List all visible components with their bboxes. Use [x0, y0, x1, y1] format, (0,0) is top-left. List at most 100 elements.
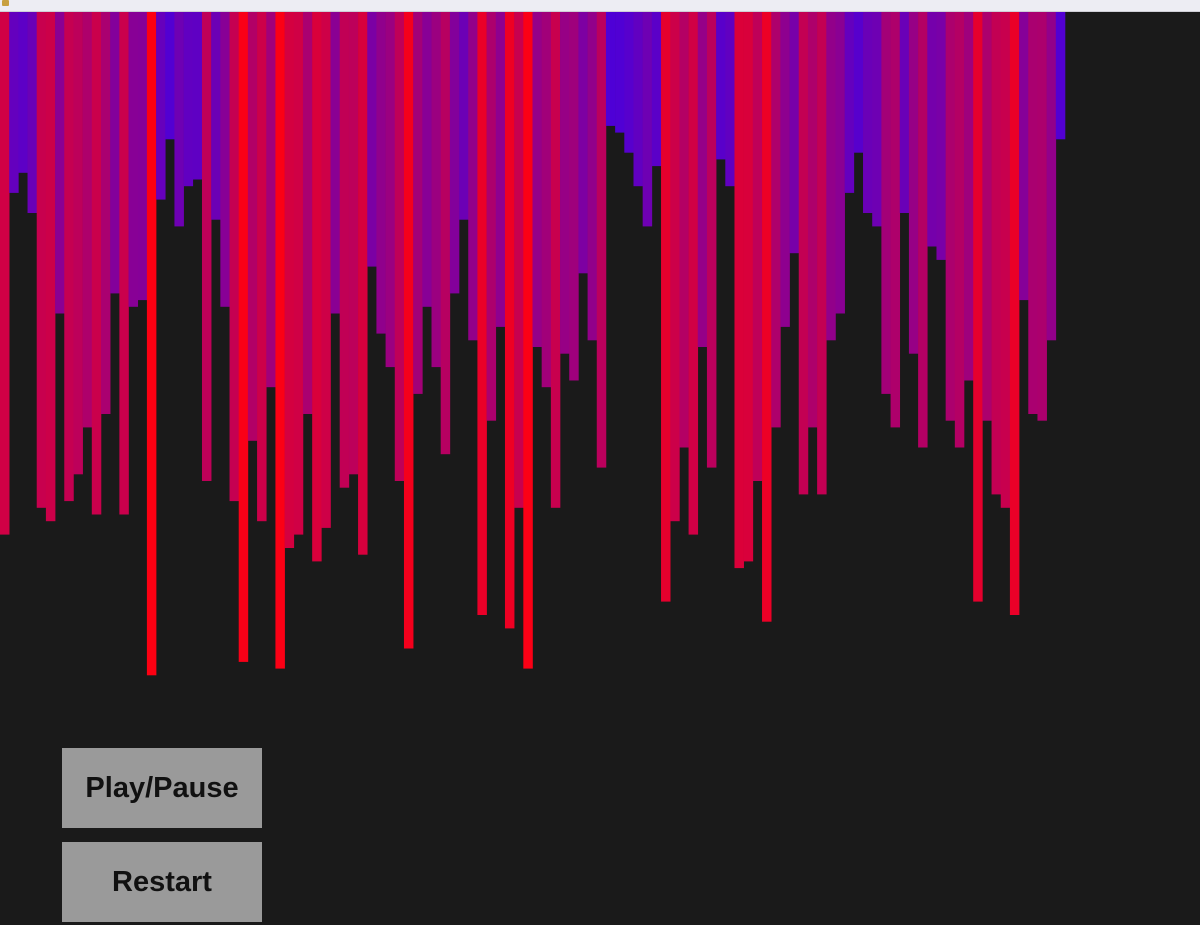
bar-36 — [330, 12, 340, 314]
bar-65 — [596, 12, 607, 468]
bar-106 — [973, 12, 983, 602]
bar-78 — [716, 12, 726, 160]
bar-25 — [229, 12, 240, 502]
bar-29 — [266, 12, 276, 388]
bar-15 — [137, 12, 148, 301]
bar-81 — [743, 12, 754, 562]
bar-66 — [605, 12, 616, 126]
bar-92 — [844, 12, 855, 193]
bar-8 — [73, 12, 83, 475]
bar-79 — [725, 12, 735, 187]
restart-button[interactable]: Restart — [62, 842, 262, 922]
bar-80 — [734, 12, 744, 569]
bar-50 — [459, 12, 469, 220]
bar-39 — [358, 12, 368, 555]
bar-64 — [587, 12, 598, 341]
bar-62 — [569, 12, 579, 381]
bar-94 — [863, 12, 873, 213]
bar-58 — [532, 12, 542, 347]
bar-101 — [927, 12, 937, 247]
play-pause-button[interactable]: Play/Pause — [62, 748, 262, 828]
bar-103 — [945, 12, 956, 421]
bar-19 — [174, 12, 184, 227]
bar-37 — [339, 12, 350, 488]
bar-83 — [762, 12, 772, 622]
bar-38 — [348, 12, 359, 475]
bar-71 — [651, 12, 662, 167]
bar-14 — [128, 12, 139, 307]
bar-109 — [1000, 12, 1011, 508]
bar-23 — [211, 12, 221, 220]
bar-26 — [238, 12, 249, 662]
bar-7 — [64, 12, 74, 502]
bar-16 — [146, 12, 157, 676]
bar-97 — [890, 12, 901, 428]
bar-34 — [312, 12, 322, 562]
bar-54 — [495, 12, 506, 327]
bar-93 — [853, 12, 864, 153]
bar-13 — [119, 12, 129, 515]
bar-85 — [780, 12, 790, 327]
bar-9 — [82, 12, 93, 428]
bar-22 — [201, 12, 212, 481]
bar-40 — [367, 12, 377, 267]
bar-86 — [789, 12, 800, 254]
bar-115 — [1055, 12, 1066, 140]
bar-33 — [302, 12, 313, 414]
bar-95 — [872, 12, 882, 227]
bar-49 — [449, 12, 460, 294]
bar-group — [0, 12, 1066, 676]
bar-102 — [936, 12, 946, 260]
bar-10 — [91, 12, 102, 515]
bar-82 — [752, 12, 763, 481]
bar-56 — [514, 12, 524, 508]
bar-60 — [550, 12, 561, 508]
bar-61 — [560, 12, 570, 354]
bar-11 — [100, 12, 111, 414]
sorting-visualizer — [0, 12, 1066, 676]
bar-91 — [835, 12, 845, 314]
bar-0 — [0, 12, 10, 535]
bar-99 — [908, 12, 919, 354]
bar-17 — [156, 12, 166, 200]
bar-57 — [523, 12, 533, 669]
bar-30 — [275, 12, 285, 669]
bar-69 — [633, 12, 643, 187]
bar-105 — [964, 12, 974, 381]
java-app-icon — [2, 0, 9, 6]
bar-76 — [697, 12, 708, 347]
bar-51 — [468, 12, 478, 341]
bar-12 — [110, 12, 120, 294]
bar-45 — [413, 12, 423, 394]
bar-44 — [403, 12, 414, 649]
bar-48 — [440, 12, 451, 455]
bar-35 — [321, 12, 331, 528]
bar-6 — [55, 12, 65, 314]
bar-110 — [1009, 12, 1020, 615]
bar-100 — [918, 12, 928, 448]
bar-41 — [376, 12, 386, 334]
bar-1 — [9, 12, 19, 193]
bar-89 — [817, 12, 827, 495]
bar-68 — [624, 12, 634, 153]
bar-28 — [257, 12, 267, 522]
bar-59 — [541, 12, 552, 388]
bar-3 — [27, 12, 38, 213]
bar-46 — [422, 12, 432, 307]
window-title-bar — [0, 0, 1200, 12]
bar-112 — [1028, 12, 1038, 414]
bar-90 — [826, 12, 836, 341]
bar-5 — [45, 12, 56, 522]
bar-96 — [881, 12, 891, 394]
bar-88 — [807, 12, 818, 428]
bar-42 — [385, 12, 396, 368]
bar-63 — [578, 12, 588, 274]
bar-20 — [183, 12, 194, 187]
bar-52 — [477, 12, 487, 615]
bar-21 — [192, 12, 203, 180]
bar-72 — [661, 12, 671, 602]
bar-47 — [431, 12, 441, 368]
bar-114 — [1046, 12, 1057, 341]
bar-75 — [688, 12, 699, 535]
bar-98 — [899, 12, 910, 213]
